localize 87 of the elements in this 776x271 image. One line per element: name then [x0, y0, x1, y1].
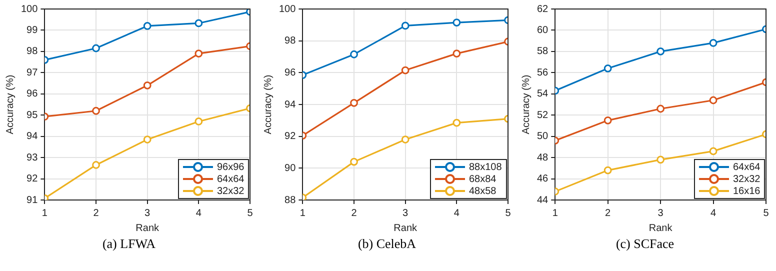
point — [604, 64, 612, 72]
y-tick-label: 54 — [537, 88, 549, 100]
legend-label: 68x84 — [469, 174, 496, 184]
y-tick-label: 46 — [537, 174, 549, 185]
y-tick-label: 88 — [284, 194, 296, 206]
legend-label: 96x96 — [217, 162, 244, 172]
point — [143, 22, 152, 30]
x-tick-label: 5 — [763, 208, 770, 219]
point — [709, 39, 718, 47]
point — [194, 50, 203, 58]
point — [452, 18, 461, 26]
x-tick-label: 4 — [196, 208, 202, 219]
x-tick-label: 2 — [605, 208, 612, 219]
y-axis-title: Accuracy (%) — [4, 74, 16, 134]
point — [604, 166, 612, 174]
y-tick-label: 100 — [278, 4, 296, 15]
y-tick-label: 56 — [537, 67, 549, 78]
point — [401, 66, 410, 74]
x-axis-title: Rank — [394, 222, 418, 234]
x-tick-label: 2 — [93, 208, 100, 219]
x-axis-title: Rank — [136, 222, 160, 234]
point — [194, 118, 203, 126]
x-tick-label: 1 — [42, 208, 48, 219]
x-tick-label: 4 — [454, 208, 460, 219]
x-tick-label: 1 — [552, 208, 558, 219]
legend-label: 88x108 — [469, 162, 502, 172]
text: (b) CelebA — [356, 236, 418, 252]
y-tick-label: 58 — [537, 46, 549, 58]
point — [452, 118, 461, 127]
x-tick-label: 3 — [658, 208, 664, 219]
text: (c) SCFace — [614, 236, 676, 252]
y-tick-label: 48 — [537, 152, 549, 164]
legend-label: 64x64 — [733, 162, 760, 172]
point — [143, 81, 152, 90]
y-tick-label: 94 — [284, 99, 296, 110]
point — [709, 147, 718, 156]
y-tick-label: 96 — [284, 67, 296, 78]
x-tick-label: 2 — [351, 208, 358, 219]
point — [350, 50, 358, 58]
y-tick-label: 99 — [26, 24, 38, 36]
x-tick-label: 5 — [247, 208, 254, 219]
y-tick-label: 92 — [26, 174, 38, 185]
y-tick-label: 60 — [537, 24, 549, 36]
x-tick-label: 4 — [710, 208, 716, 219]
point — [604, 116, 612, 124]
y-tick-label: 97 — [26, 67, 38, 78]
y-tick-label: 44 — [537, 194, 549, 206]
legend-label: 64x64 — [217, 174, 244, 184]
y-tick-label: 52 — [537, 110, 549, 121]
y-tick-label: 93 — [26, 152, 38, 164]
y-tick-label: 92 — [284, 131, 296, 142]
point — [656, 47, 665, 56]
legend-label: 32x32 — [217, 186, 244, 196]
y-tick-label: 98 — [26, 46, 38, 58]
text: (a) LFWA — [101, 236, 157, 252]
y-tick-label: 90 — [284, 162, 296, 174]
x-tick-label: 3 — [144, 208, 151, 219]
x-axis-title: Rank — [648, 222, 674, 234]
point — [143, 136, 152, 144]
y-tick-label: 98 — [284, 36, 296, 47]
point — [452, 50, 461, 58]
y-tick-label: 91 — [26, 194, 38, 206]
point — [92, 106, 100, 115]
y-tick-label: 50 — [537, 131, 549, 142]
point — [92, 161, 100, 169]
x-tick-label: 3 — [402, 208, 409, 219]
legend-label: 16x16 — [733, 186, 760, 196]
point — [401, 22, 410, 30]
point — [709, 96, 718, 104]
x-tick-label: 5 — [505, 208, 512, 219]
point — [350, 98, 358, 107]
y-tick-label: 100 — [20, 4, 38, 15]
legend-label: 32x32 — [733, 174, 760, 184]
point — [401, 136, 410, 144]
point — [656, 156, 665, 164]
y-tick-label: 94 — [26, 131, 38, 142]
x-tick-label: 1 — [300, 208, 306, 219]
point — [350, 158, 358, 166]
point — [656, 104, 665, 113]
y-tick-label: 95 — [26, 110, 38, 121]
y-tick-label: 62 — [537, 4, 549, 15]
y-tick-label: 96 — [26, 88, 38, 100]
y-axis-title: Accuracy (%) — [520, 74, 532, 134]
legend-label: 48x58 — [469, 186, 496, 196]
point — [194, 19, 203, 28]
y-axis-title: Accuracy (%) — [262, 74, 274, 134]
point — [92, 44, 100, 52]
